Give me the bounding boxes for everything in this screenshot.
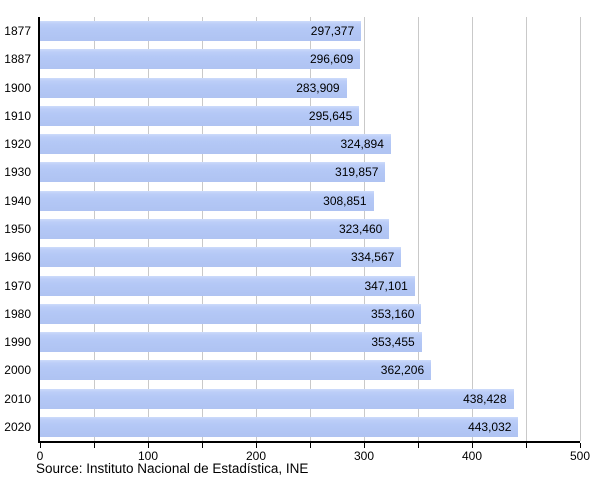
bar: 295,645 [40,105,360,126]
x-axis-tick [309,443,311,448]
bar-value-label: 308,851 [323,193,367,208]
gridline [579,17,581,441]
bar: 353,160 [40,303,422,324]
x-axis-tick-label: 400 [461,449,483,463]
year-label: 1900 [4,80,31,95]
gridline [417,17,419,441]
x-axis-tick [201,443,203,448]
bar-value-label: 296,609 [309,52,354,67]
x-axis-tick [93,443,95,448]
bar: 443,032 [40,416,519,437]
bar-row: 1980 353,160 [4,300,580,328]
bar: 323,460 [40,218,390,239]
bar-value-label: 323,460 [338,221,383,236]
bar-row: 1990 353,455 [4,328,580,356]
bar: 438,428 [40,388,514,409]
bar-value-label: 347,101 [364,278,408,293]
bar-value-label: 353,455 [371,335,415,350]
bar: 324,894 [40,134,391,155]
year-label: 1940 [4,193,31,208]
gridline [525,17,527,441]
gridline [471,17,473,441]
bar: 334,567 [40,247,402,268]
x-axis-tick [255,443,257,448]
year-label: 1990 [4,335,31,350]
bar-value-label: 283,909 [296,80,340,95]
x-axis-tick [363,443,365,448]
year-label: 1960 [4,250,31,265]
x-axis-tick-label: 0 [36,449,44,463]
bar-value-label: 362,206 [380,363,425,378]
bar: 353,455 [40,332,422,353]
x-axis-tick-label: 100 [137,449,159,463]
bar-value-label: 297,377 [310,24,355,39]
x-axis-tick-label: 500 [569,449,591,463]
x-axis-tick [471,443,473,448]
bar: 319,857 [40,162,386,183]
bar-value-label: 295,645 [308,108,353,123]
year-label: 1910 [4,108,31,123]
source-caption: Source: Instituto Nacional de Estadístic… [36,461,309,476]
x-axis-tick [579,443,581,448]
bar-value-label: 443,032 [468,419,512,434]
year-label: 2000 [4,363,31,378]
bar-row: 1920 324,894 [4,130,580,158]
year-label: 1877 [4,24,31,39]
x-axis-tick [525,443,527,448]
bar-row: 1887 296,609 [4,45,580,73]
bar-row: 1960 334,567 [4,243,580,271]
bar-row: 2000 362,206 [4,356,580,384]
year-label: 1950 [4,221,31,236]
bar-value-label: 438,428 [463,391,507,406]
plot-area: 1877 297,377 1887 296,609 1900 283,909 1910 295… [4,17,581,443]
bar-value-label: 319,857 [335,165,379,180]
bar: 297,377 [40,21,362,42]
bar-rows-container: 1877 297,377 1887 296,609 1900 283,909 1910 295… [4,17,580,441]
bar-row: 1900 283,909 [4,74,580,102]
bar: 296,609 [40,49,361,70]
year-label: 1930 [4,165,31,180]
year-label: 1887 [4,52,31,67]
bar-value-label: 324,894 [340,137,384,152]
bar-row: 1930 319,857 [4,158,580,186]
year-label: 1920 [4,137,31,152]
x-axis-tick-label: 200 [245,449,267,463]
year-label: 2020 [4,419,31,434]
bar-value-label: 353,160 [371,306,415,321]
bar-row: 1910 295,645 [4,102,580,130]
bar-row: 1940 308,851 [4,187,580,215]
x-axis-tick [417,443,419,448]
bar: 362,206 [40,360,432,381]
bar: 283,909 [40,77,347,98]
bar-row: 1970 347,101 [4,271,580,299]
bar: 347,101 [40,275,415,296]
x-axis-tick [39,443,41,448]
year-label: 2010 [4,391,31,406]
year-label: 1980 [4,306,31,321]
bar-row: 2020 443,032 [4,413,580,441]
year-label: 1970 [4,278,31,293]
bar-row: 1950 323,460 [4,215,580,243]
bar-row: 1877 297,377 [4,17,580,45]
x-axis-tick [147,443,149,448]
bar-row: 2010 438,428 [4,384,580,412]
x-axis-tick-label: 300 [353,449,375,463]
bar: 308,851 [40,190,374,211]
bar-value-label: 334,567 [350,250,395,265]
